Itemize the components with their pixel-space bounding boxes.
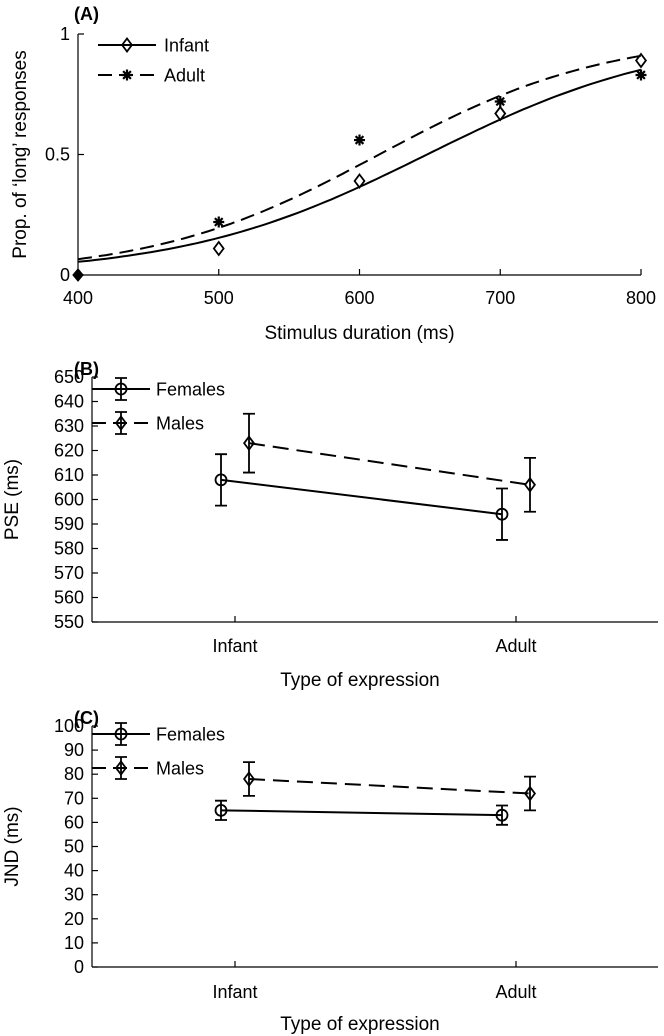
- y-tick-label: 100: [54, 716, 84, 736]
- data-point-adult: [494, 95, 506, 107]
- x-tick-label: 800: [626, 288, 656, 308]
- data-point-adult: [72, 268, 84, 282]
- error-bar-females: [215, 799, 227, 821]
- legend-label: Males: [156, 759, 204, 779]
- y-tick-label: 60: [64, 812, 84, 832]
- error-bar-females: [496, 487, 508, 541]
- error-bar-males: [524, 775, 536, 812]
- data-point-males: [243, 771, 255, 788]
- legend-marker: [114, 382, 128, 396]
- fit-curve-adult: [77, 54, 642, 261]
- y-tick-label: 610: [54, 465, 84, 485]
- y-tick-label: 600: [54, 490, 84, 510]
- y-tick-label: 580: [54, 539, 84, 559]
- error-bar-males: [243, 412, 255, 474]
- y-tick-label: 620: [54, 441, 84, 461]
- series-line-males: [248, 778, 531, 795]
- series-line-females: [220, 478, 503, 516]
- data-point-infant: [353, 173, 366, 190]
- x-tick-label: Adult: [495, 636, 536, 656]
- y-axis-label: Prop. of ‘long’ responses: [10, 50, 31, 258]
- y-tick-label: 0: [60, 265, 70, 285]
- legend-marker: [115, 415, 127, 431]
- y-tick-label: 1: [60, 24, 70, 44]
- data-point-infant: [635, 52, 647, 69]
- legend-label: Females: [156, 380, 225, 400]
- y-tick-label: 40: [64, 861, 84, 881]
- data-point-females: [214, 473, 228, 487]
- data-point-males: [243, 435, 255, 452]
- y-tick-label: 0.5: [45, 145, 70, 165]
- x-tick-label: 700: [485, 288, 515, 308]
- legend-marker: [115, 760, 127, 776]
- x-tick-label: Adult: [495, 982, 536, 1002]
- y-axis-label: JND (ms): [2, 806, 23, 886]
- legend-marker: [121, 69, 133, 81]
- legend-label: Adult: [164, 66, 205, 86]
- panel-label: (A): [74, 4, 99, 24]
- legend-error-bar: [115, 722, 127, 746]
- x-axis-label: Type of expression: [280, 670, 439, 691]
- data-point-females: [214, 803, 228, 817]
- error-bar-males: [243, 761, 255, 797]
- y-tick-label: 30: [64, 885, 84, 905]
- legend-error-bar: [115, 377, 127, 401]
- series-line-females: [220, 809, 503, 817]
- panel-b: (B) 550 560 570 580 590 600 610 620 630 640 650 Infa…: [2, 359, 658, 691]
- data-point-females: [495, 808, 509, 822]
- y-tick-label: 570: [54, 563, 84, 583]
- x-axis-label: Type of expression: [280, 1014, 439, 1035]
- x-tick-label: 400: [63, 288, 93, 308]
- data-point-males: [524, 476, 536, 493]
- x-tick-label: Infant: [212, 636, 257, 656]
- data-point-infant: [494, 105, 507, 122]
- y-tick-label: 550: [54, 612, 84, 632]
- x-axis-label: Stimulus duration (ms): [264, 323, 454, 344]
- x-tick-label: 500: [204, 288, 234, 308]
- y-tick-label: 90: [64, 740, 84, 760]
- error-bar-males: [524, 456, 536, 513]
- data-point-adult: [213, 216, 225, 228]
- data-point-infant: [212, 240, 225, 257]
- y-tick-label: 0: [74, 957, 84, 977]
- error-bar-females: [215, 453, 227, 507]
- x-tick-label: Infant: [212, 982, 257, 1002]
- data-point-adult: [635, 69, 647, 81]
- y-tick-label: 640: [54, 392, 84, 412]
- legend-label: Infant: [164, 36, 209, 56]
- data-point-adult: [354, 134, 365, 146]
- y-tick-label: 20: [64, 909, 84, 929]
- legend-marker: [121, 37, 133, 53]
- legend-marker: [114, 727, 128, 741]
- legend-label: Females: [156, 725, 225, 745]
- panel-label: (B): [74, 359, 99, 379]
- y-tick-label: 590: [54, 514, 84, 534]
- panel-c: (C) 0 10 20 30 40 50 60 70 80 90 100 Infant Adult Type…: [2, 708, 658, 1035]
- y-tick-label: 630: [54, 416, 84, 436]
- panel-a: (A) 0 0.5 1 400 500 600 700 800 Stimulus duration…: [10, 4, 656, 344]
- y-tick-label: 10: [64, 933, 84, 953]
- y-tick-label: 70: [64, 788, 84, 808]
- series-line-males: [248, 442, 531, 486]
- x-tick-label: 600: [344, 288, 374, 308]
- y-tick-label: 650: [54, 367, 84, 387]
- y-tick-label: 50: [64, 837, 84, 857]
- data-point-males: [524, 785, 536, 802]
- y-tick-label: 80: [64, 764, 84, 784]
- panel-label: (C): [74, 708, 99, 728]
- y-tick-label: 560: [54, 588, 84, 608]
- y-axis-label: PSE (ms): [2, 459, 23, 540]
- data-point-females: [495, 507, 509, 521]
- error-bar-females: [496, 804, 508, 826]
- legend-label: Males: [156, 414, 204, 434]
